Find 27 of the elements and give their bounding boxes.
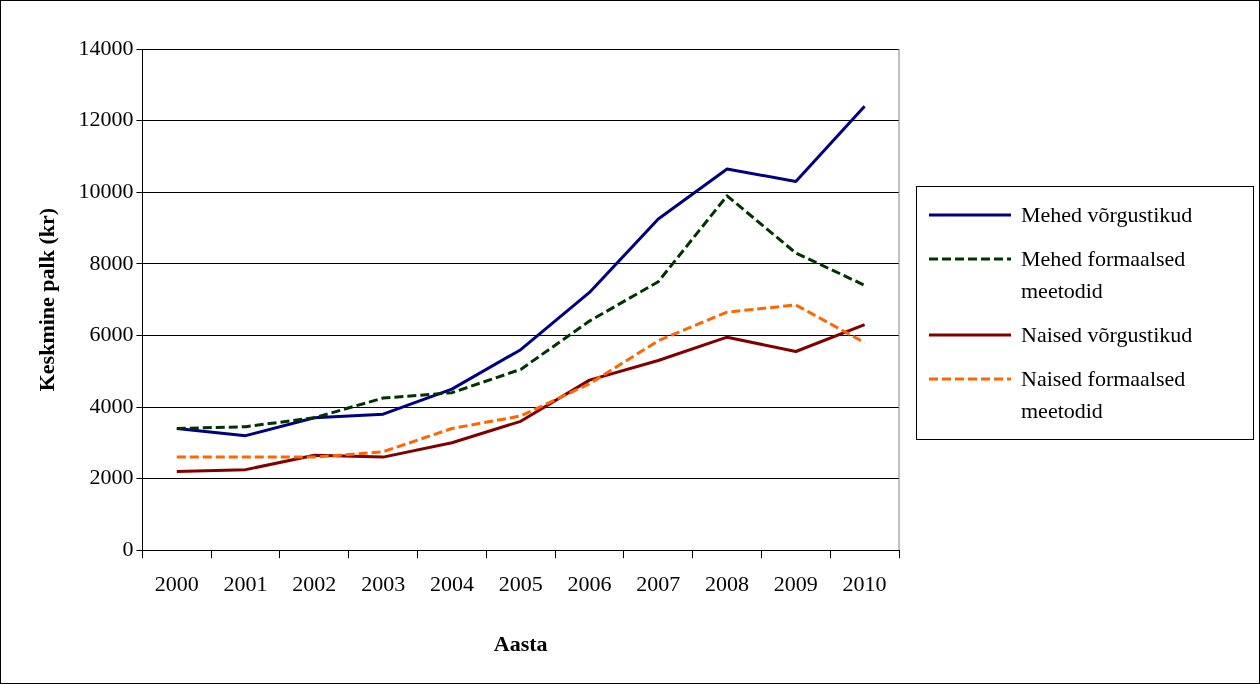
legend-label: Naised formaalsed meetodid	[1021, 365, 1187, 425]
x-tick-label: 2003	[361, 571, 406, 597]
x-tick-label: 2000	[154, 571, 199, 597]
x-tick-label: 2009	[773, 571, 818, 597]
x-tick-label: 2010	[842, 571, 887, 597]
y-axis-title: Keskmine palk (kr)	[33, 207, 59, 392]
x-tick-label: 2006	[567, 571, 612, 597]
x-tick-label: 2004	[429, 571, 474, 597]
y-tick-label: 14000	[78, 34, 134, 60]
y-tick-label: 4000	[89, 392, 134, 418]
y-tick-label: 2000	[89, 464, 134, 490]
legend-label: Mehed formaalsed meetodid	[1021, 245, 1187, 305]
legend-label: Mehed võrgustikud	[1021, 201, 1193, 229]
x-tick-label: 2001	[223, 571, 268, 597]
x-tick-label: 2005	[498, 571, 543, 597]
line-series	[175, 303, 867, 459]
x-tick-label: 2007	[636, 571, 681, 597]
x-axis-title: Aasta	[493, 631, 548, 657]
y-tick-label: 8000	[89, 249, 134, 275]
y-tick-label: 6000	[89, 321, 134, 347]
y-tick-label: 12000	[78, 106, 134, 132]
x-tick-label: 2008	[705, 571, 750, 597]
y-tick-label: 10000	[78, 177, 134, 203]
x-tick-label: 2002	[292, 571, 337, 597]
line-series	[175, 194, 867, 430]
legend-label: Naised võrgustikud	[1021, 321, 1193, 349]
y-tick-label: 0	[122, 535, 134, 561]
